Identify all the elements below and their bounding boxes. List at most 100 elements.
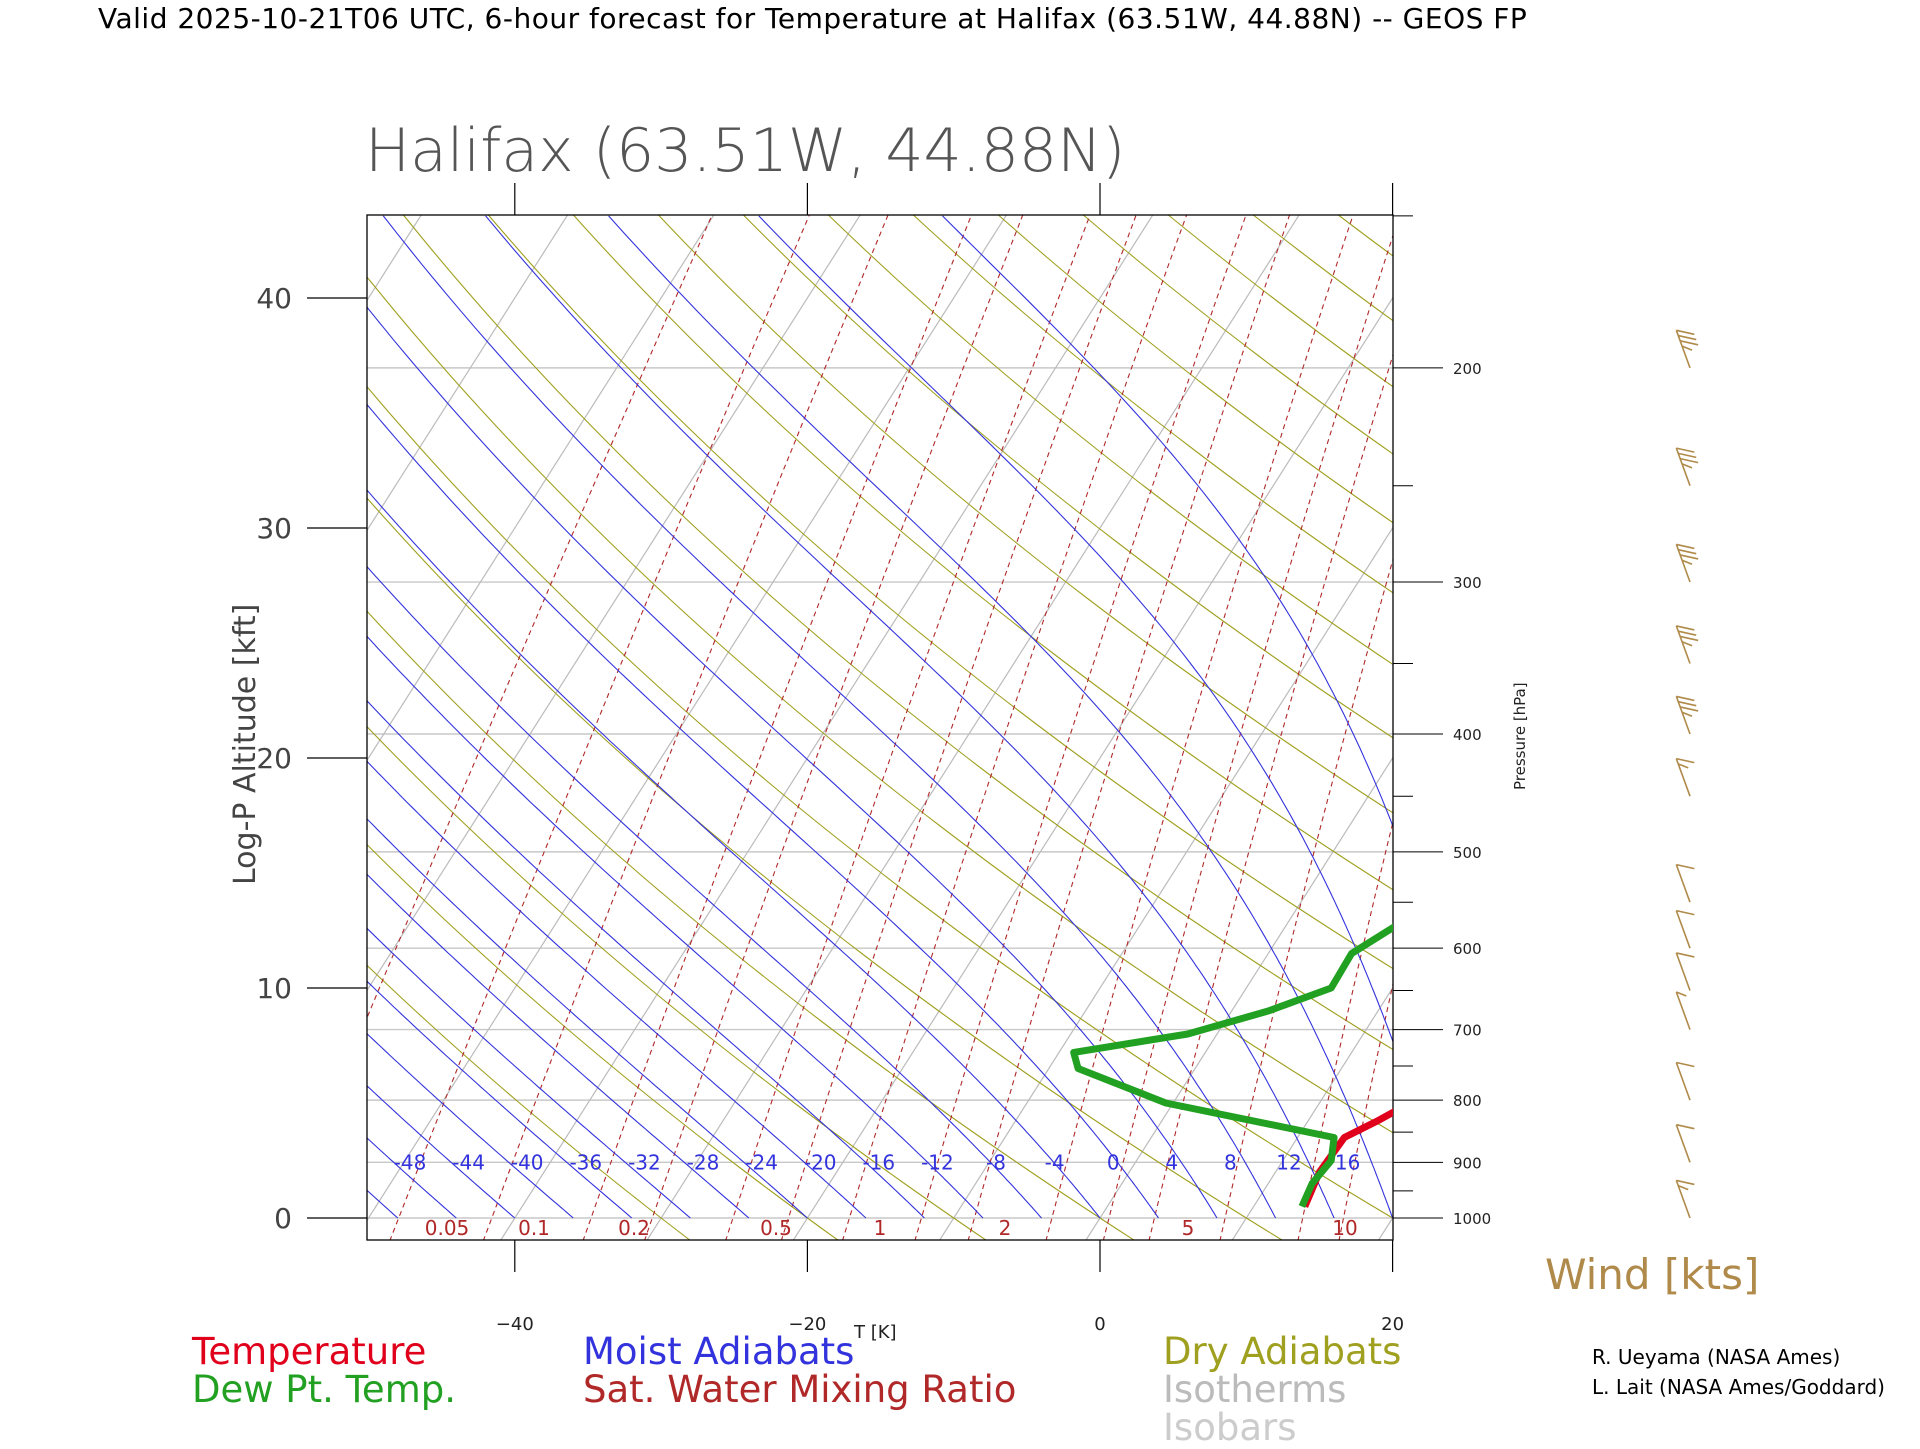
wind-barb-flag	[1676, 911, 1694, 915]
moist-adiabat-label: -20	[804, 1150, 837, 1174]
dry-adiabat-line	[819, 206, 1920, 1241]
wind-barb-flag	[1678, 453, 1696, 457]
mixing-ratio-line	[583, 206, 975, 1241]
legend-isobars: Isobars	[1163, 1406, 1296, 1449]
moist-adiabat-label: -44	[452, 1150, 485, 1174]
wind-barb	[1676, 544, 1698, 582]
pressure-tick-label: 600	[1453, 940, 1482, 958]
wind-barb-flag	[1678, 702, 1696, 706]
mixing-ratio-line	[1458, 206, 1687, 1241]
background-lines	[0, 206, 1920, 1241]
dry-adiabat-line	[1327, 206, 1920, 1241]
moist-adiabat-line	[609, 216, 1393, 1218]
wind-barbs	[1676, 330, 1698, 1218]
wind-barb	[1676, 1063, 1694, 1101]
wind-barb-flag	[1676, 626, 1694, 630]
isotherm-line	[1232, 206, 1890, 1241]
mixing-ratio-line	[1628, 206, 1821, 1241]
mixing-ratio-line	[1556, 206, 1765, 1241]
dry-adiabat-line	[735, 206, 1920, 1241]
wind-barb	[1676, 911, 1694, 949]
moist-adiabat-label: 0	[1107, 1150, 1120, 1174]
pressure-tick-label: 500	[1453, 844, 1482, 862]
wind-barb	[1676, 953, 1694, 991]
dry-adiabat-line	[1242, 206, 1920, 1241]
wind-barb	[1676, 448, 1698, 486]
pressure-tick-label: 900	[1453, 1154, 1482, 1172]
moist-adiabat-label: -40	[511, 1150, 544, 1174]
moist-adiabat-label: 12	[1276, 1150, 1301, 1174]
wind-barb	[1676, 992, 1690, 1030]
dry-adiabat-line	[1157, 206, 1920, 1241]
mixing-ratio-line	[1149, 206, 1440, 1241]
isotherm-line	[647, 206, 1305, 1241]
mixing-ratio-line	[1684, 206, 1865, 1241]
wind-barb-shaft	[1676, 1063, 1690, 1101]
moist-adiabat-label: -32	[628, 1150, 661, 1174]
x-tick-label: 0	[1094, 1314, 1105, 1335]
dewpoint-line	[1074, 229, 1642, 1207]
pressure-tick-label: 400	[1453, 726, 1482, 744]
wind-barb-flag	[1680, 707, 1698, 711]
pressure-tick-label: 700	[1453, 1022, 1482, 1040]
moist-adiabat-line	[0, 216, 339, 1218]
mixing-ratio-label: 5	[1182, 1216, 1195, 1240]
moist-adiabat-label: -16	[862, 1150, 895, 1174]
wind-barb	[1676, 1125, 1694, 1163]
moist-adiabat-label: -24	[745, 1150, 778, 1174]
moist-adiabat-line	[0, 216, 749, 1218]
wind-barb-shaft	[1676, 992, 1690, 1030]
mixing-ratio-line	[1046, 206, 1356, 1241]
dry-adiabat-line	[1073, 206, 1920, 1241]
moist-adiabat-line	[759, 216, 1451, 1218]
moist-adiabat-label: -12	[921, 1150, 954, 1174]
mixing-ratio-label: 0.2	[618, 1216, 650, 1240]
moist-adiabat-line	[159, 216, 1100, 1218]
moist-adiabat-line	[0, 216, 398, 1218]
isotherm-line	[1085, 206, 1743, 1241]
moist-adiabat-label: -48	[394, 1150, 427, 1174]
credit-line: L. Lait (NASA Ames/Goddard)	[1592, 1375, 1885, 1399]
data-series	[1074, 229, 1825, 1207]
mixing-ratio-label: 2	[999, 1216, 1012, 1240]
legend-dry-adiabats: Dry Adiabats	[1163, 1330, 1401, 1373]
wind-barb	[1676, 330, 1698, 368]
legend-mixing-ratio: Sat. Water Mixing Ratio	[583, 1368, 1016, 1411]
y-tick-label: 10	[256, 972, 292, 1005]
wind-barb	[1676, 1180, 1694, 1218]
moist-adiabat-line	[0, 216, 222, 1218]
wind-barb-flag	[1680, 555, 1698, 559]
wind-barb-flag	[1676, 544, 1694, 548]
moist-adiabat-label: -8	[986, 1150, 1006, 1174]
isotherm-line	[0, 206, 427, 1241]
pressure-tick-label: 300	[1453, 574, 1482, 592]
wind-barb-flag	[1676, 1180, 1694, 1184]
mixing-ratio-line	[275, 206, 716, 1241]
mixing-ratio-label: 10	[1332, 1216, 1357, 1240]
moist-adiabat-label: 4	[1165, 1150, 1178, 1174]
wind-barb-flag	[1676, 1063, 1694, 1067]
wind-barb-flag	[1676, 953, 1694, 957]
wind-barb	[1676, 626, 1698, 664]
isotherm-line	[0, 206, 134, 1241]
wind-barb-flag	[1676, 759, 1694, 763]
isotherm-line	[61, 206, 719, 1241]
wind-barb-flag	[1680, 459, 1698, 463]
pressure-tick-label: 200	[1453, 360, 1482, 378]
mixing-ratio-line	[1511, 206, 1729, 1241]
mixing-ratio-label: 0.1	[518, 1216, 550, 1240]
mixing-ratio-label: 0.5	[760, 1216, 792, 1240]
moist-adiabat-label: 8	[1224, 1150, 1237, 1174]
y-axis-label: Log-P Altitude [kft]	[228, 604, 263, 885]
mixing-ratio-label: 1	[874, 1216, 887, 1240]
mixing-ratio-line	[842, 206, 1190, 1241]
wind-barb-flag	[1680, 341, 1698, 345]
mixing-ratio-line	[483, 206, 892, 1241]
wind-barb-flag	[1676, 330, 1694, 334]
x-axis-label: T [K]	[854, 1322, 897, 1343]
legend-moist-adiabats: Moist Adiabats	[583, 1330, 854, 1373]
legend-temperature: Temperature	[192, 1330, 426, 1373]
dry-adiabat-line	[650, 206, 1920, 1241]
wind-barb-flag	[1676, 448, 1694, 452]
dry-adiabat-line	[312, 206, 1580, 1241]
